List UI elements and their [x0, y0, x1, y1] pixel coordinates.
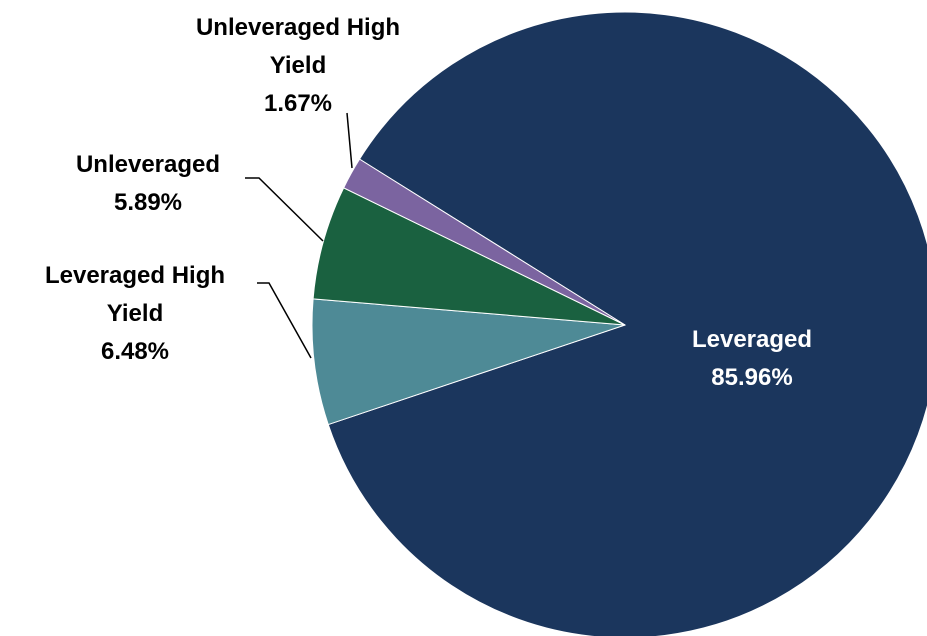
pie-slice	[311, 298, 626, 426]
leader-line	[245, 177, 324, 242]
slices	[311, 11, 927, 636]
slice-label: Unleveraged High Yield 1.67%	[193, 9, 403, 123]
category-label: Leveraged	[691, 326, 813, 353]
value-label: 5.89%	[113, 189, 183, 216]
category-label: Unleveraged	[75, 151, 221, 178]
pie-slice	[342, 158, 626, 326]
pie-slice	[327, 11, 927, 636]
leader-line	[346, 112, 353, 169]
value-label: 1.67%	[263, 90, 333, 117]
slice-label: Unleveraged 5.89%	[48, 146, 248, 222]
slice-label: Leveraged High Yield 6.48%	[15, 257, 255, 371]
value-label: 85.96%	[711, 364, 793, 391]
category-label: Unleveraged High Yield	[195, 14, 401, 79]
category-label: Leveraged High Yield	[44, 262, 226, 327]
value-label: 6.48%	[100, 338, 170, 365]
slice-label: Leveraged 85.96%	[652, 321, 852, 397]
leader-line	[257, 282, 312, 359]
